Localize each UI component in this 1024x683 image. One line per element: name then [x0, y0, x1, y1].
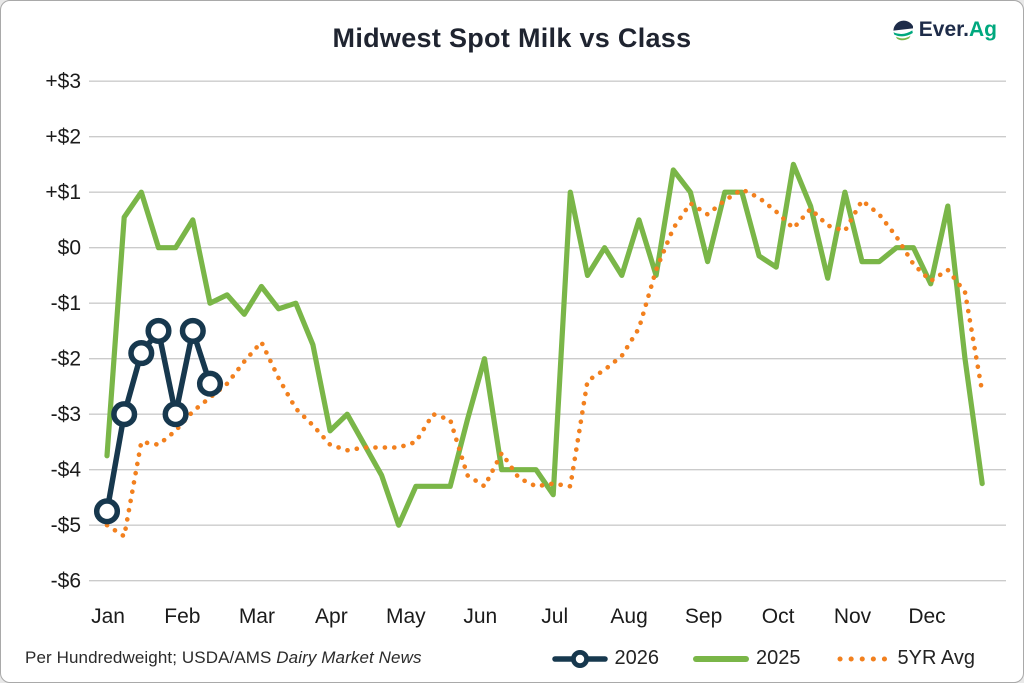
- svg-text:Mar: Mar: [239, 605, 275, 628]
- svg-text:+$3: +$3: [45, 70, 81, 93]
- x-axis-labels: Jan Feb Mar Apr May Jun Jul Aug Sep Oct Nov Dec: [91, 605, 946, 628]
- svg-text:Jun: Jun: [463, 605, 497, 628]
- logo-text-ever: Ever.: [918, 18, 969, 41]
- legend-label-2026: 2026: [614, 647, 660, 669]
- svg-text:-$6: -$6: [51, 570, 81, 593]
- page-title: Midwest Spot Milk vs Class: [332, 23, 692, 53]
- svg-text:Aug: Aug: [610, 605, 647, 628]
- svg-text:-$5: -$5: [51, 514, 81, 537]
- everag-logo: Ever.Ag: [890, 17, 997, 43]
- svg-text:May: May: [386, 605, 426, 628]
- legend-swatch-2026-icon: [551, 649, 608, 668]
- svg-text:Jul: Jul: [541, 605, 568, 628]
- svg-text:-$2: -$2: [51, 348, 81, 371]
- gridlines: [89, 80, 1006, 582]
- svg-text:Feb: Feb: [164, 605, 200, 628]
- svg-text:-$3: -$3: [51, 403, 81, 426]
- svg-text:Jan: Jan: [91, 605, 125, 628]
- svg-text:$0: $0: [58, 237, 81, 260]
- logo-text-ag: Ag: [969, 18, 997, 41]
- legend-item-2026: 2026: [551, 647, 660, 670]
- legend-swatch-5yr-icon: [837, 656, 889, 661]
- everag-logo-icon: [893, 20, 913, 41]
- series-2026: [93, 317, 224, 525]
- legend-label-2025: 2025: [756, 647, 801, 669]
- legend-item-5yr-avg: 5YR Avg: [835, 647, 975, 670]
- y-axis-labels: +$3 +$2 +$1 $0 -$1 -$2 -$3 -$4 -$5 -$6: [45, 70, 81, 593]
- legend-swatch-2025-icon: [693, 655, 750, 662]
- svg-text:-$4: -$4: [51, 459, 82, 482]
- svg-text:Dec: Dec: [908, 605, 945, 628]
- svg-text:Nov: Nov: [834, 605, 872, 628]
- legend-item-2025: 2025: [693, 647, 801, 670]
- legend-label-5yr-avg: 5YR Avg: [897, 647, 975, 669]
- svg-text:Oct: Oct: [762, 605, 795, 628]
- svg-text:+$2: +$2: [45, 126, 81, 149]
- series-5yr-avg: [104, 187, 985, 539]
- svg-text:-$1: -$1: [51, 292, 81, 315]
- svg-text:+$1: +$1: [45, 181, 81, 204]
- source-note-italic: Dairy Market News: [276, 648, 422, 667]
- svg-text:Apr: Apr: [315, 605, 348, 628]
- legend: 2026 2025 5YR Avg: [551, 647, 975, 670]
- svg-text:Sep: Sep: [685, 605, 722, 628]
- series-2025: [104, 161, 985, 528]
- source-note: Per Hundredweight; USDA/AMS Dairy Market…: [25, 648, 422, 668]
- source-note-regular: Per Hundredweight; USDA/AMS: [25, 648, 277, 667]
